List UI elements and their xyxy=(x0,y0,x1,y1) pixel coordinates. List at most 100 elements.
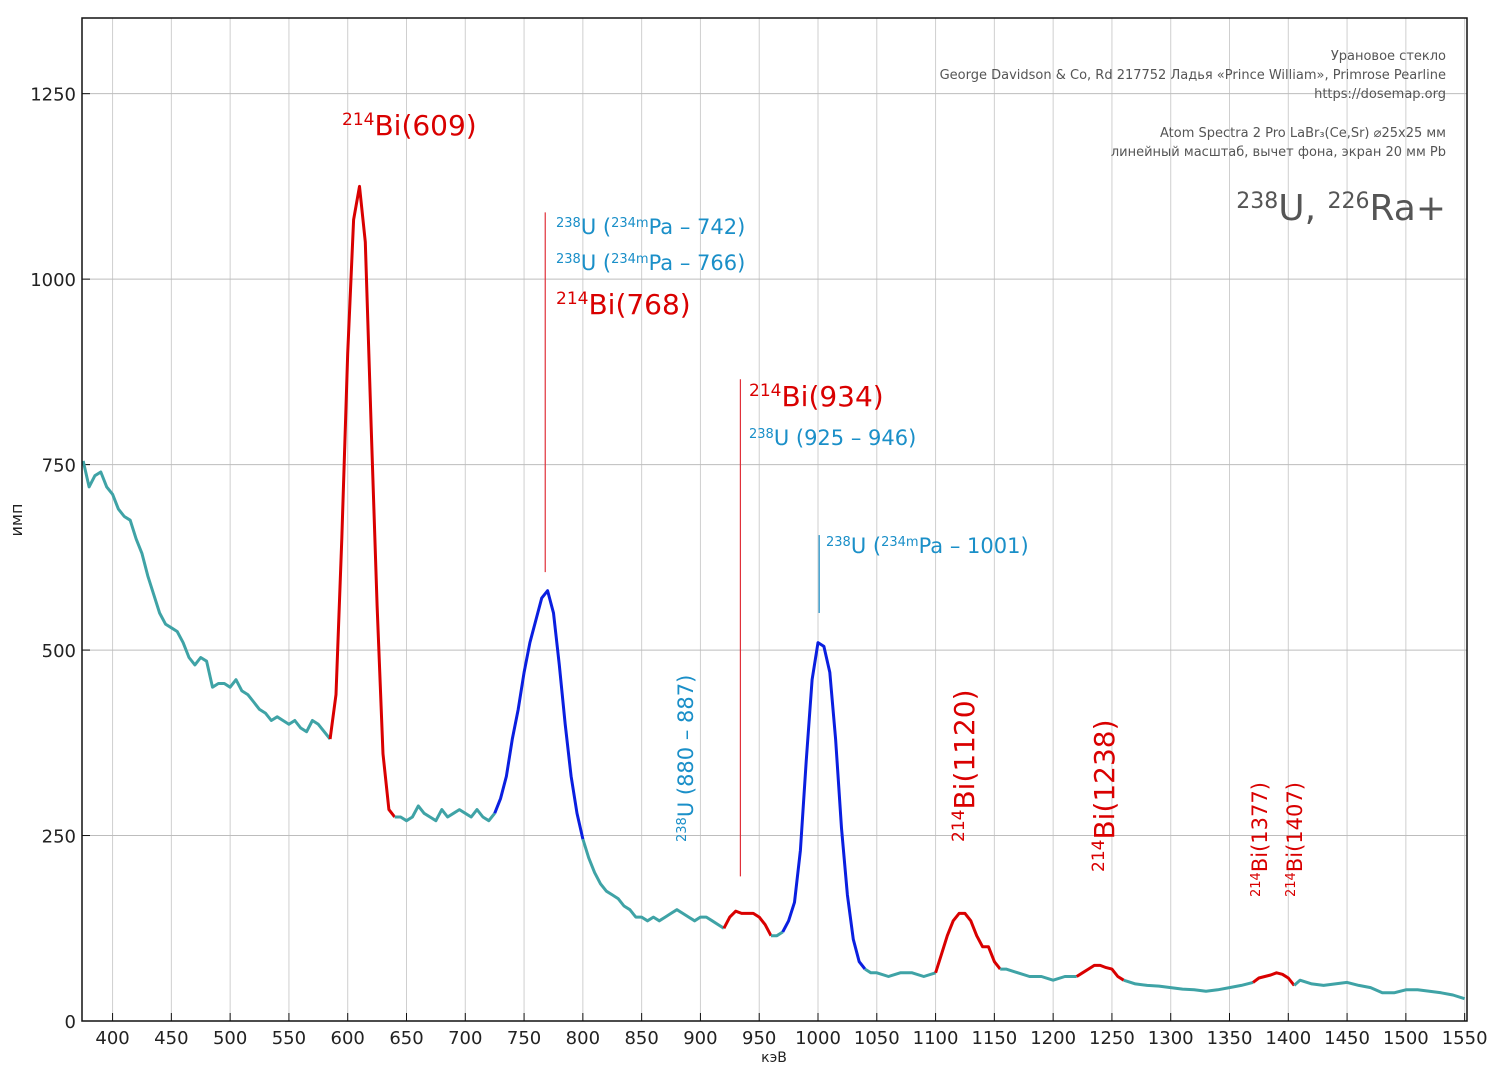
spectrum-segment xyxy=(581,838,725,930)
text-part: 214 xyxy=(342,110,374,130)
text-part: U ( xyxy=(581,215,611,239)
text-part: 214 xyxy=(949,810,969,842)
spectrum-segment xyxy=(81,460,332,741)
x-tick-label: 1200 xyxy=(1030,1028,1076,1049)
text-part: 214 xyxy=(1284,872,1299,897)
text-part: U ( xyxy=(581,251,611,275)
text-part: U (925 – 946) xyxy=(774,426,916,450)
text-part: 214 xyxy=(556,289,588,309)
spectrum-segment xyxy=(1000,967,1077,982)
text-part: Bi(1377) xyxy=(1248,782,1272,872)
text-part: 238 xyxy=(749,427,774,442)
y-axis-label: имп xyxy=(7,504,26,537)
y-tick-label: 750 xyxy=(42,456,76,477)
x-tick-label: 1450 xyxy=(1324,1028,1370,1049)
text-part: 234m xyxy=(611,216,648,231)
annotation: 238U (880 – 887) xyxy=(674,675,698,842)
annotation: 214Bi(934) xyxy=(749,380,884,413)
text-part: Bi(934) xyxy=(781,380,883,413)
spectrum-segment xyxy=(493,589,585,840)
text-part: 234m xyxy=(611,252,648,267)
x-tick-label: 1400 xyxy=(1265,1028,1311,1049)
x-tick-label: 650 xyxy=(389,1028,423,1049)
text-part: 234m xyxy=(881,535,918,550)
x-tick-label: 900 xyxy=(683,1028,717,1049)
annotation: 238U (234mPa – 1001) xyxy=(826,534,1029,558)
x-tick-label: 950 xyxy=(742,1028,776,1049)
labels: 400 450 500 550 600 650 700 750 800 850 900 950 1000… xyxy=(30,49,1487,1049)
text-part: Bi(1120) xyxy=(948,689,981,809)
x-tick-label: 1150 xyxy=(971,1028,1017,1049)
annotation: 238U (234mPa – 742) xyxy=(556,215,745,239)
header-line: Atom Spectra 2 Pro LaBr₃(Ce,Sr) ⌀25x25 м… xyxy=(1160,126,1446,141)
x-tick-label: 1000 xyxy=(795,1028,841,1049)
x-axis-label: кэВ xyxy=(761,1050,787,1066)
spectrum-segment xyxy=(1293,978,1466,1001)
text-part: Pa – 1001) xyxy=(919,534,1029,558)
y-tick-label: 0 xyxy=(65,1012,76,1033)
spectrum-segment xyxy=(771,930,784,938)
x-tick-label: 700 xyxy=(448,1028,482,1049)
text-part: U, xyxy=(1278,188,1327,229)
text-part: 238 xyxy=(675,817,690,842)
spectrum-segment xyxy=(1252,971,1296,987)
grid xyxy=(82,18,1467,1022)
text-part: Pa – 766) xyxy=(649,251,746,275)
text-part: Bi(768) xyxy=(588,288,690,321)
x-tick-label: 850 xyxy=(624,1028,658,1049)
text-part: 238 xyxy=(556,216,581,231)
annotation: 238U (925 – 946) xyxy=(749,426,916,450)
text-part: 226 xyxy=(1328,189,1370,214)
text-part: Ra+ xyxy=(1370,188,1446,229)
x-tick-label: 1300 xyxy=(1148,1028,1194,1049)
y-tick-label: 1000 xyxy=(30,270,76,291)
x-tick-label: 500 xyxy=(213,1028,247,1049)
text-part: 214 xyxy=(1089,840,1109,872)
spectrum-segment xyxy=(934,911,1002,974)
text-part: 238 xyxy=(826,535,851,550)
annotation: 214Bi(1120) xyxy=(948,689,981,842)
annotation: 238U (234mPa – 766) xyxy=(556,251,745,275)
x-tick-label: 750 xyxy=(507,1028,541,1049)
y-tick-label: 500 xyxy=(42,641,76,662)
header-line: Урановое стекло xyxy=(1331,49,1446,64)
annotation: 214Bi(1377) xyxy=(1248,782,1272,897)
text-part: 238 xyxy=(556,252,581,267)
chart-title: 238U, 226Ra+ xyxy=(1236,188,1446,229)
plot-frame xyxy=(81,17,1468,1022)
x-tick-label: 1050 xyxy=(854,1028,900,1049)
text-part: Bi(1238) xyxy=(1088,719,1121,839)
y-tick-label: 250 xyxy=(42,827,76,848)
text-part: 238 xyxy=(1236,189,1278,214)
annotation: 214Bi(609) xyxy=(342,109,477,142)
x-tick-label: 800 xyxy=(566,1028,600,1049)
x-tick-label: 400 xyxy=(95,1028,129,1049)
x-tick-label: 550 xyxy=(272,1028,306,1049)
annotation: 214Bi(1407) xyxy=(1283,782,1307,897)
x-tick-label: 1100 xyxy=(913,1028,959,1049)
plot-area xyxy=(81,184,1466,1001)
text-part: U ( xyxy=(851,534,881,558)
header-line: линейный масштаб, вычет фона, экран 20 м… xyxy=(1111,145,1446,160)
annotation: 214Bi(768) xyxy=(556,288,691,321)
spectrum-segment xyxy=(864,967,937,978)
x-tick-label: 1250 xyxy=(1089,1028,1135,1049)
spectrum-segment xyxy=(1075,963,1125,982)
text-part: U (880 – 887) xyxy=(674,675,698,817)
x-tick-label: 1350 xyxy=(1207,1028,1253,1049)
text-part: 214 xyxy=(1249,872,1264,897)
spectrum-segment xyxy=(328,184,396,818)
spectrum-segment xyxy=(722,909,773,937)
text-part: Bi(609) xyxy=(374,109,476,142)
text-part: Bi(1407) xyxy=(1283,782,1307,872)
annotation: 214Bi(1238) xyxy=(1088,719,1121,872)
spectrum-segment xyxy=(394,804,496,823)
spectrum-segment xyxy=(1123,978,1254,993)
text-part: 214 xyxy=(749,381,781,401)
y-tick-label: 1250 xyxy=(30,85,76,106)
spectrum-segment xyxy=(781,641,867,971)
x-tick-label: 1500 xyxy=(1383,1028,1429,1049)
x-tick-label: 1550 xyxy=(1442,1028,1488,1049)
